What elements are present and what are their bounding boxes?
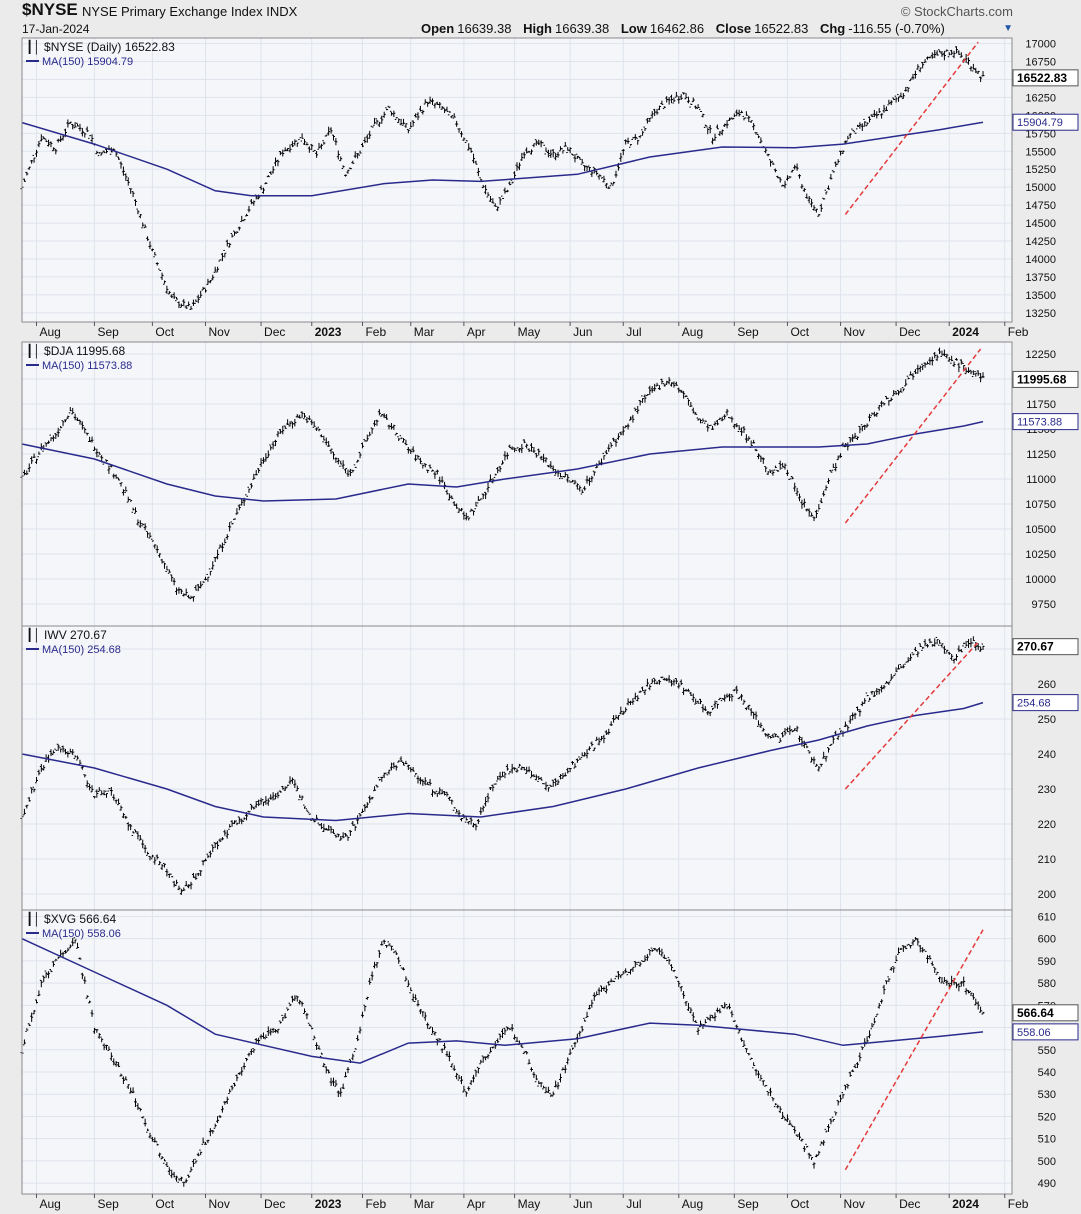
index-name: NYSE Primary Exchange Index INDX [82,4,297,19]
ma-price-label: 254.68 [1017,698,1051,710]
chart-panel-1: 13250 13500 13750 14000 14250 14500 14750 15000… [20,37,1079,323]
last-price-flag [1012,370,1079,388]
chart-panel-3: 200210220230240250260270┃│ IWV 270.67MA(… [20,625,1079,911]
y-tick-label: 490 [1038,1178,1056,1190]
y-tick-label: 11000 [1026,474,1056,486]
y-tick-label: 13250 [1025,308,1056,320]
open-value: 16639.38 [457,21,512,36]
chart-panel-4: 490500510520530540550560570580590600610┃… [20,909,1079,1195]
y-tick-label: 580 [1038,978,1056,990]
ma-150-line [21,121,984,197]
y-tick-label: 15750 [1025,128,1056,140]
y-tick-label: 13750 [1025,272,1056,284]
ma-legend-label: MA(150) 254.68 [42,644,121,656]
low-label: Low [620,21,647,36]
last-price-label: 11995.68 [1017,372,1067,386]
y-tick-label: 520 [1038,1111,1056,1123]
y-tick-label: 10250 [1025,549,1056,561]
panel-border [21,37,1013,323]
y-tick-label: 14250 [1025,236,1056,248]
y-tick-label: 10500 [1025,524,1056,536]
symbol-title: $NYSE [22,0,78,19]
ma-price-label: 15904.79 [1017,117,1063,129]
high-value: 16639.38 [554,21,610,36]
y-tick-label: 13500 [1025,290,1056,302]
y-tick-label: 12250 [1025,349,1056,361]
y-tick-label: 11250 [1026,449,1056,461]
y-tick-label: 14500 [1025,218,1056,230]
y-tick-label: 530 [1038,1089,1056,1101]
chart-panel-2: 9750100001025010500107501100011250115001… [20,341,1079,627]
y-tick-label: 510 [1038,1134,1056,1146]
y-tick-label: 610 [1038,911,1056,923]
y-tick-label: 220 [1038,819,1056,831]
exchange-code: INDX [266,4,298,19]
panel-legend: ┃│ $NYSE (Daily) 16522.83 [26,39,175,55]
panel-legend: ┃│ IWV 270.67 [26,627,107,643]
last-price-label: 16522.83 [1017,71,1067,85]
ma-price-label: 11573.88 [1017,417,1062,429]
y-tick-label: 10750 [1025,499,1056,511]
high-label: High [523,21,552,36]
y-tick-label: 540 [1038,1067,1056,1079]
ma-price-flag [1012,113,1079,131]
y-tick-label: 15500 [1025,146,1056,158]
index-full-name: NYSE Primary Exchange Index [82,4,263,19]
chart-date: 17-Jan-2024 [22,22,90,36]
panel-background [22,910,1012,1194]
y-tick-label: 15250 [1025,164,1056,176]
open-label: Open [421,21,455,36]
ma-price-flag [1012,694,1079,712]
last-price-flag [1012,638,1079,656]
last-price-flag [1012,69,1079,87]
y-tick-label: 210 [1038,854,1056,866]
last-price-label: 270.67 [1017,640,1054,654]
trend-line [844,348,982,524]
low-value: 16462.86 [649,21,705,36]
trend-line [844,41,979,215]
brand-credit[interactable]: © StockCharts.com [900,4,1013,19]
y-tick-label: 17000 [1025,39,1056,51]
ma-legend-label: MA(150) 11573.88 [42,360,132,372]
y-tick-label: 600 [1038,934,1056,946]
y-tick-label: 9750 [1032,599,1056,611]
chart-header: $NYSE NYSE Primary Exchange Index INDX 1… [0,0,1081,38]
y-tick-label: 14750 [1025,200,1056,212]
ma-150-line [21,420,984,502]
ma-price-flag [1012,413,1079,431]
ma-150-line [21,701,984,822]
y-tick-label: 11750 [1026,399,1056,411]
panel-background [22,342,1012,626]
y-tick-label: 250 [1038,714,1056,726]
y-tick-label: 10000 [1025,574,1056,586]
chg-value: -116.55 (-0.70%) [848,21,945,36]
close-value: 16522.83 [754,21,809,36]
y-tick-label: 230 [1038,784,1056,796]
ma-legend-label: MA(150) 15904.79 [42,56,133,68]
panel-legend: ┃│ $DJA 11995.68 [26,343,126,359]
dropdown-arrow-icon[interactable]: ▼ [1003,23,1013,34]
y-tick-label: 16750 [1025,57,1056,69]
y-tick-label: 500 [1038,1156,1056,1168]
close-label: Close [715,21,752,36]
y-tick-label: 200 [1038,889,1056,901]
y-tick-label: 15000 [1025,182,1056,194]
panel-background [22,626,1012,910]
y-tick-label: 590 [1038,956,1056,968]
y-tick-label: 260 [1038,679,1056,691]
y-tick-label: 16250 [1025,92,1056,104]
ohlc-readout: Open 16639.38 High 16639.38 Low 16462.86 Cl… [421,21,953,36]
chg-label: Chg [819,21,846,36]
y-tick-label: 550 [1038,1045,1056,1057]
panel-background [22,38,1012,322]
y-tick-label: 240 [1038,749,1056,761]
trend-line [844,641,979,790]
y-tick-label: 14000 [1025,254,1056,266]
